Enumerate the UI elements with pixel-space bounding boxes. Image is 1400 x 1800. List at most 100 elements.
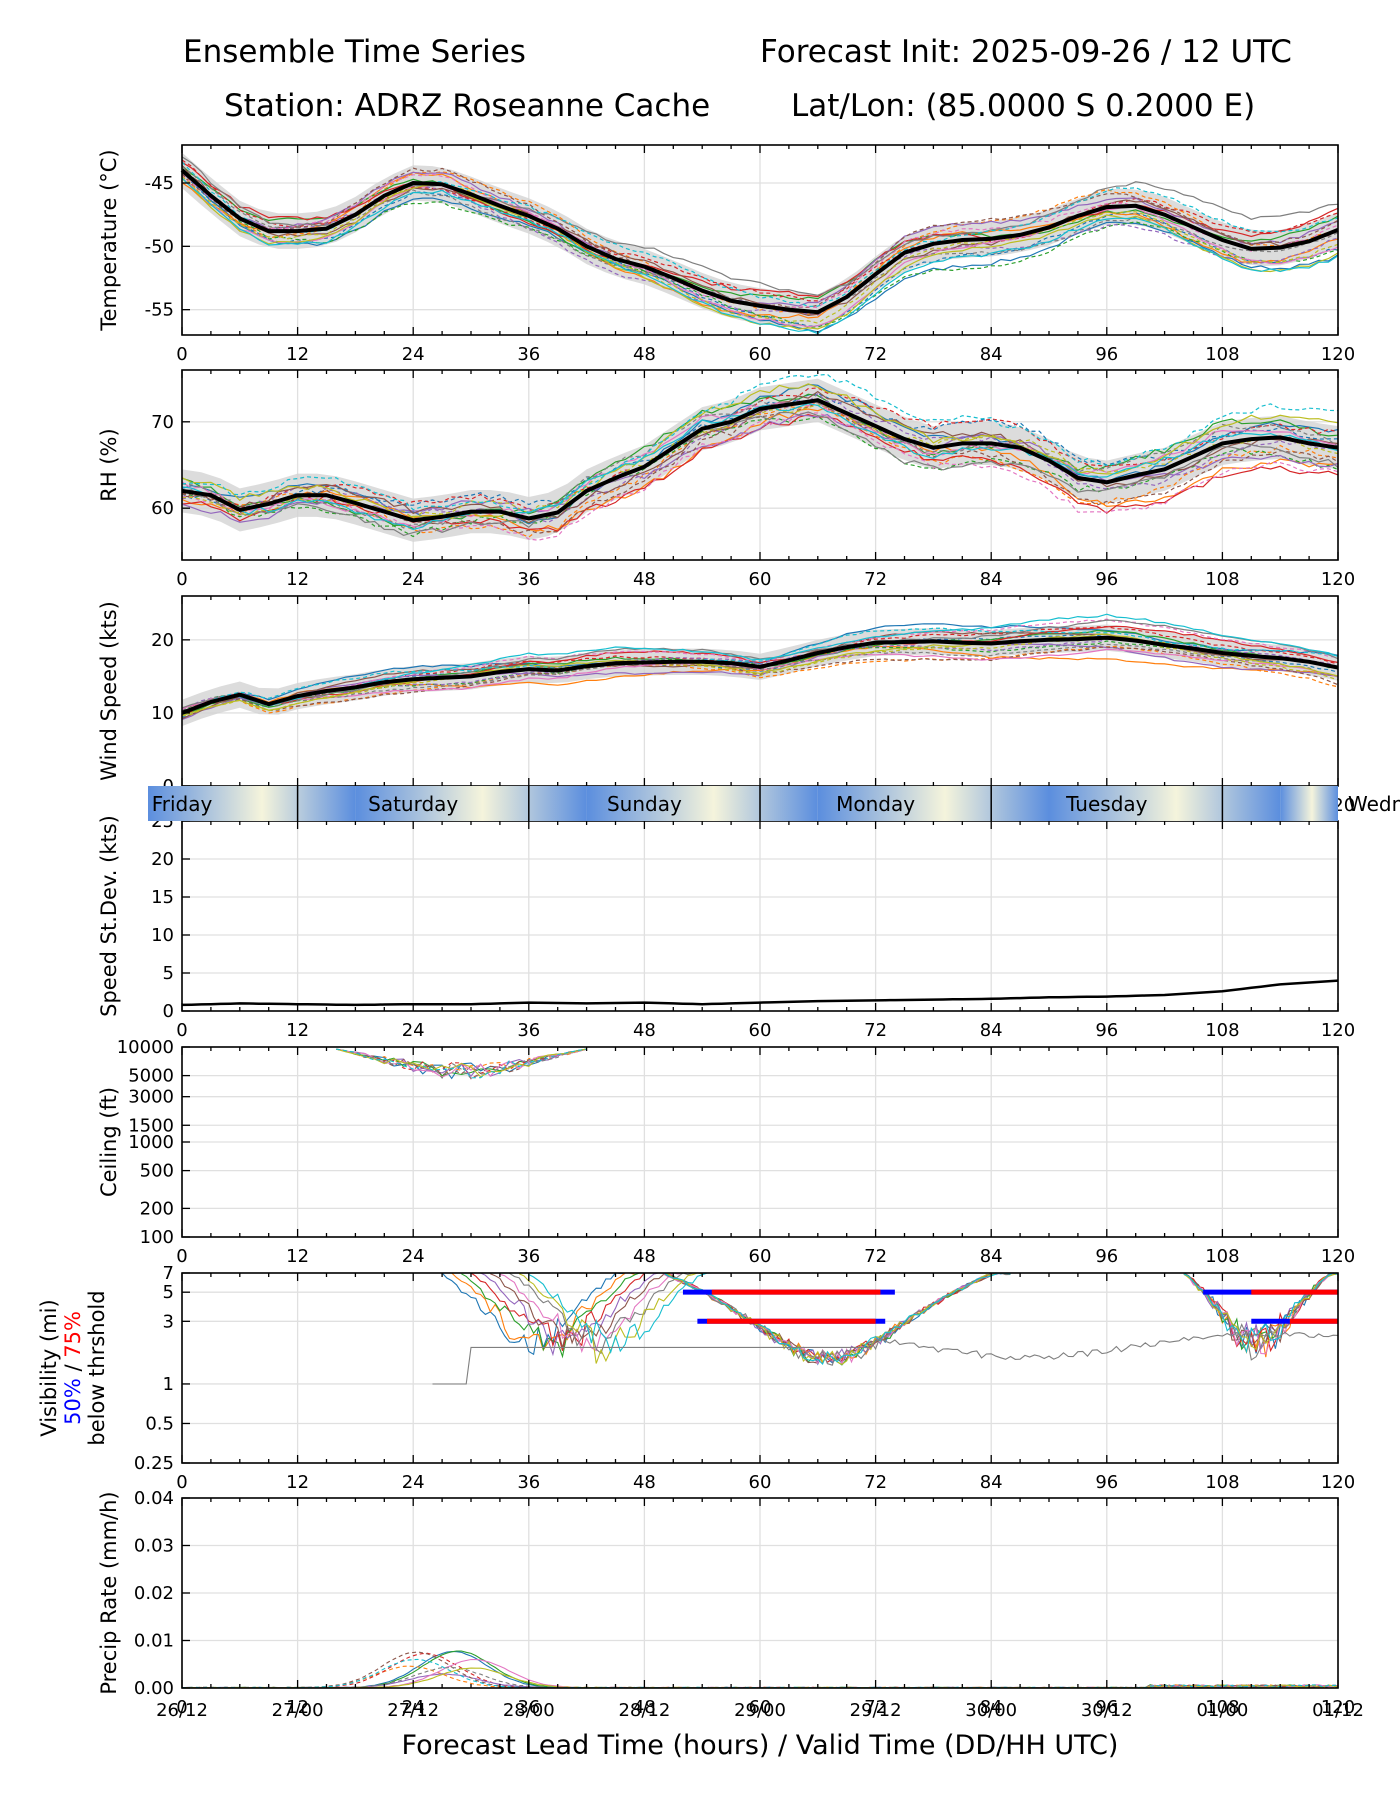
ceil-ytick-label: 5000 bbox=[128, 1066, 174, 1087]
vis-member-line bbox=[480, 1272, 664, 1357]
vis-xtick-label: 84 bbox=[980, 1472, 1003, 1493]
vis-ylabel-thresholds: 50% / 75% bbox=[61, 1311, 85, 1425]
vis-member-line bbox=[432, 1331, 1339, 1385]
temp-xtick-label: 120 bbox=[1321, 344, 1355, 365]
rh-ytick-label: 60 bbox=[151, 498, 174, 519]
sd-xtick-label: 24 bbox=[402, 1020, 425, 1041]
ceil-xtick-label: 24 bbox=[402, 1246, 425, 1267]
day-strip-band bbox=[355, 786, 587, 821]
temp-xtick-label: 0 bbox=[176, 344, 187, 365]
vis-member-line bbox=[528, 1272, 712, 1354]
temp-ytick-label: -50 bbox=[145, 236, 174, 257]
vis-ylabel: Visibility (mi) bbox=[37, 1299, 61, 1436]
station-name: Station: ADRZ Roseanne Cache bbox=[224, 88, 711, 124]
wind-ytick-label: 20 bbox=[151, 630, 174, 651]
forecast-init: Forecast Init: 2025-09-26 / 12 UTC bbox=[760, 34, 1292, 70]
precip-xtick-label: 36 bbox=[517, 1697, 540, 1718]
day-strip-band bbox=[586, 786, 818, 821]
vis-xtick-label: 108 bbox=[1205, 1472, 1239, 1493]
vis-member-line bbox=[518, 1272, 703, 1364]
sd-xtick-label: 36 bbox=[517, 1020, 540, 1041]
ceil-member-line bbox=[336, 1048, 587, 1079]
valid-time-label: 30/12 bbox=[1081, 1700, 1133, 1721]
ceil-member-line bbox=[335, 1048, 587, 1078]
valid-time-label: 27/00 bbox=[272, 1700, 324, 1721]
vis-xtick-label: 36 bbox=[517, 1472, 540, 1493]
rh-xtick-label: 36 bbox=[517, 569, 540, 590]
sd-xtick-label: 84 bbox=[980, 1020, 1003, 1041]
rh-member-line bbox=[181, 400, 1339, 538]
ceil-xtick-label: 120 bbox=[1321, 1246, 1355, 1267]
precip-xtick-label: 48 bbox=[633, 1697, 656, 1718]
sd-xtick-label: 72 bbox=[864, 1020, 887, 1041]
vis-member-line bbox=[1183, 1272, 1339, 1351]
temp-xtick-label: 36 bbox=[517, 344, 540, 365]
temp-xtick-label: 24 bbox=[402, 344, 425, 365]
vis-member-line bbox=[470, 1272, 654, 1351]
sd-xtick-label: 108 bbox=[1205, 1020, 1239, 1041]
sd-panel bbox=[181, 820, 1339, 1012]
x-axis-label: Forecast Lead Time (hours) / Valid Time … bbox=[402, 1730, 1119, 1761]
vis-ylabel-sep: / bbox=[61, 1358, 85, 1378]
precip-ytick-label: 0.04 bbox=[134, 1488, 174, 1509]
day-label-friday: Friday bbox=[152, 792, 213, 816]
precip-xtick-label: 96 bbox=[1095, 1697, 1118, 1718]
rh-member-line bbox=[181, 373, 1339, 513]
vis-ytick-label: 0.5 bbox=[145, 1413, 174, 1434]
valid-time-label: 28/12 bbox=[618, 1700, 670, 1721]
lat-lon: Lat/Lon: (85.0000 S 0.2000 E) bbox=[791, 88, 1256, 124]
day-strip-band bbox=[1280, 786, 1338, 821]
sd-xtick-label: 12 bbox=[286, 1020, 309, 1041]
vis-ylabel-75: 75% bbox=[61, 1311, 85, 1358]
precip-xtick-label: 24 bbox=[402, 1697, 425, 1718]
precip-xtick-label: 72 bbox=[864, 1697, 887, 1718]
valid-time-label: 29/00 bbox=[734, 1700, 786, 1721]
rh-xtick-label: 0 bbox=[176, 569, 187, 590]
valid-time-label: 01/12 bbox=[1312, 1700, 1364, 1721]
rh-member-line bbox=[181, 390, 1339, 524]
ceil-ytick-label: 200 bbox=[140, 1198, 174, 1219]
ceil-ytick-label: 1000 bbox=[128, 1132, 174, 1153]
rh-member-line bbox=[181, 411, 1339, 537]
vis-member-line bbox=[461, 1272, 645, 1359]
temp-member-line bbox=[181, 177, 1339, 328]
vis-member-line bbox=[441, 1272, 626, 1356]
rh-member-line bbox=[181, 399, 1339, 529]
precip-xtick-label: 12 bbox=[286, 1697, 309, 1718]
sd-ylabel: Speed St.Dev. (kts) bbox=[97, 815, 121, 1017]
temp-member-line bbox=[181, 171, 1339, 319]
ceil-ytick-label: 100 bbox=[140, 1227, 174, 1248]
valid-time-label: 26/12 bbox=[156, 1700, 208, 1721]
vis-ytick-label: 7 bbox=[163, 1263, 174, 1284]
ceil-ytick-label: 3000 bbox=[128, 1087, 174, 1108]
valid-time-label: 29/12 bbox=[850, 1700, 902, 1721]
wind-member-line bbox=[181, 645, 1339, 715]
ceil-ytick-label: 500 bbox=[140, 1161, 174, 1182]
precip-ytick-label: 0.00 bbox=[134, 1678, 174, 1699]
ceil-member-line bbox=[336, 1048, 587, 1077]
precip-ylabel: Precip Rate (mm/h) bbox=[97, 1491, 121, 1694]
rh-panel bbox=[181, 369, 1339, 561]
sd-xtick-label: 0 bbox=[176, 1020, 187, 1041]
vis-xtick-label: 48 bbox=[633, 1472, 656, 1493]
wind-member-line bbox=[181, 643, 1339, 711]
sd-ytick-label: 5 bbox=[163, 963, 174, 984]
precip-xtick-label: 120 bbox=[1321, 1697, 1355, 1718]
precip-ytick-label: 0.03 bbox=[134, 1536, 174, 1557]
sd-ytick-label: 20 bbox=[151, 849, 174, 870]
vis-xtick-label: 120 bbox=[1321, 1472, 1355, 1493]
wind-member-line bbox=[181, 646, 1339, 714]
temp-member-line bbox=[181, 176, 1339, 324]
vis-xtick-label: 96 bbox=[1095, 1472, 1118, 1493]
rh-member-line bbox=[181, 393, 1339, 529]
vis-xtick-label: 12 bbox=[286, 1472, 309, 1493]
ceil-ylabel: Ceiling (ft) bbox=[97, 1087, 121, 1197]
rh-xtick-label: 60 bbox=[749, 569, 772, 590]
ceil-xtick-label: 0 bbox=[176, 1246, 187, 1267]
temp-xtick-label: 48 bbox=[633, 344, 656, 365]
vis-member-line bbox=[663, 1272, 1011, 1363]
precip-ytick-label: 0.02 bbox=[134, 1583, 174, 1604]
chart-title: Ensemble Time Series bbox=[183, 34, 526, 70]
day-label-monday: Monday bbox=[836, 792, 915, 816]
temp-mean-line bbox=[180, 168, 1339, 315]
